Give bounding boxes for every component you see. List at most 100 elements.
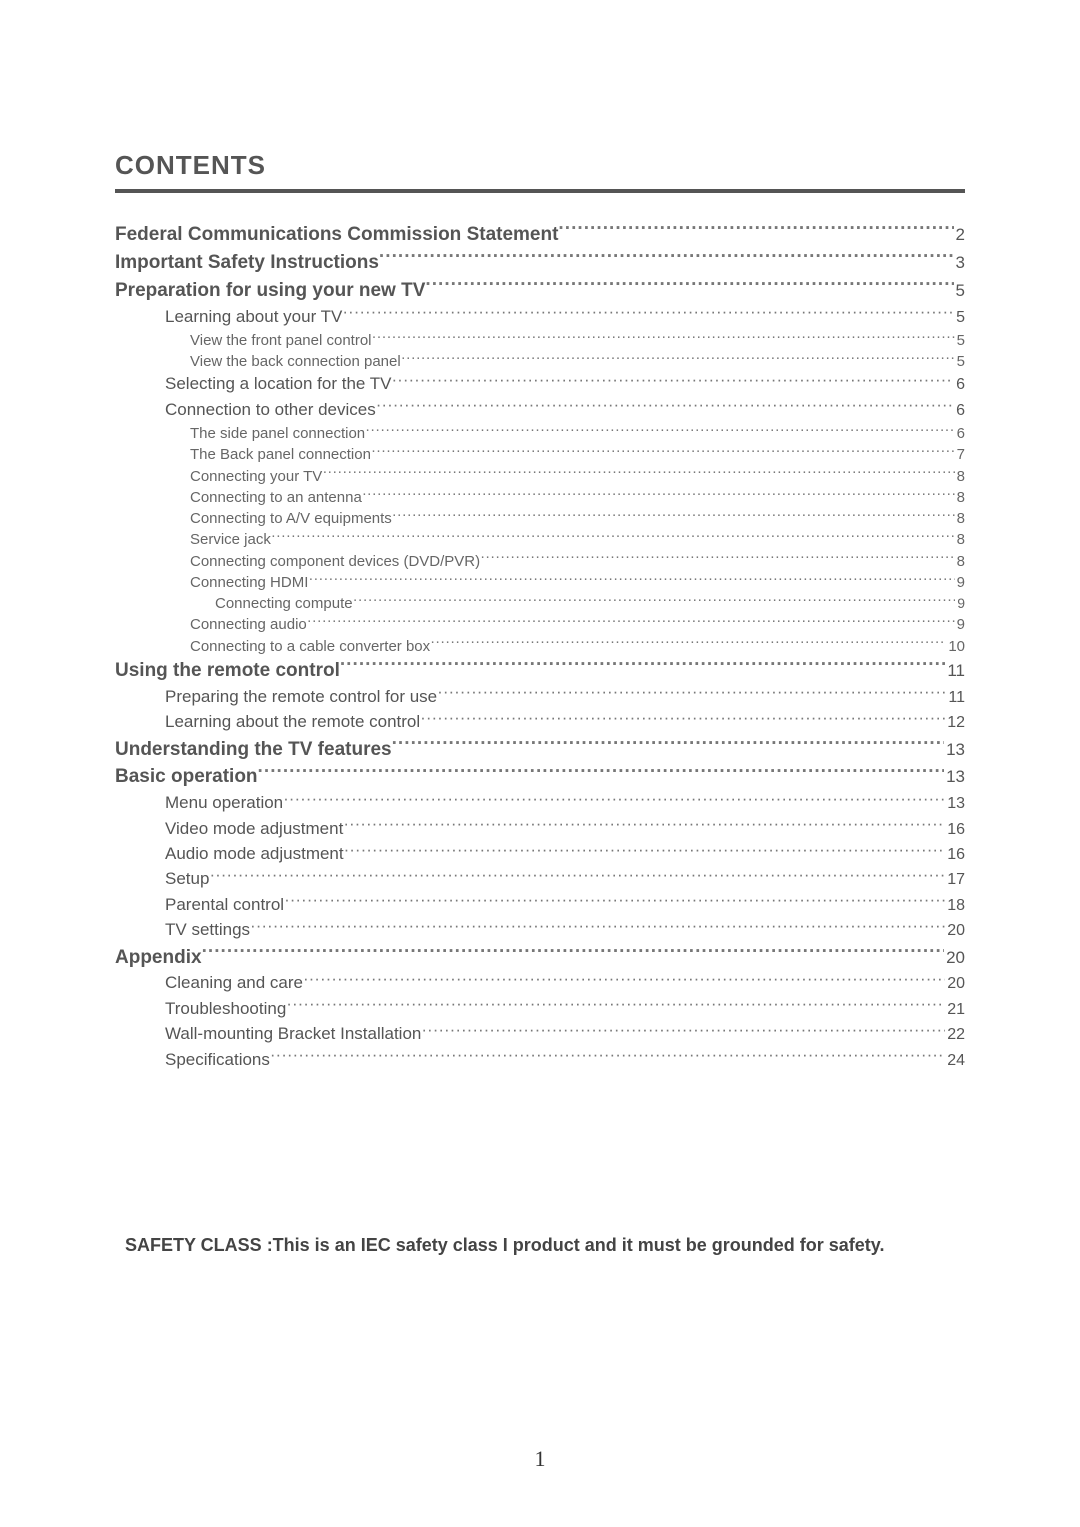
toc-text: Parental control bbox=[165, 895, 284, 915]
toc-text: View the back connection panel bbox=[190, 353, 401, 370]
toc-entry: Connecting component devices (DVD/PVR) 8 bbox=[190, 551, 965, 570]
toc-page: 8 bbox=[955, 531, 965, 548]
toc-leader-dots bbox=[420, 710, 945, 727]
toc-text: Connecting to an antenna bbox=[190, 489, 362, 506]
toc-leader-dots bbox=[258, 763, 945, 782]
toc-entry: Audio mode adjustment 16 bbox=[165, 842, 965, 864]
toc-page: 11 bbox=[945, 661, 965, 681]
toc-entry: Connecting HDMI9 bbox=[190, 572, 965, 591]
toc-text: Connecting to a cable converter box bbox=[190, 638, 430, 655]
toc-page: 5 bbox=[955, 332, 965, 349]
contents-title: CONTENTS bbox=[115, 150, 965, 181]
toc-leader-dots bbox=[401, 351, 955, 366]
toc-leader-dots bbox=[342, 305, 954, 322]
toc-text: Connecting to A/V equipments bbox=[190, 510, 392, 527]
toc-page: 9 bbox=[955, 595, 965, 611]
toc-page: 16 bbox=[945, 846, 965, 864]
toc-leader-dots bbox=[209, 867, 945, 884]
toc-page: 9 bbox=[955, 574, 965, 591]
toc-text: Setup bbox=[165, 869, 209, 889]
toc-page: 20 bbox=[944, 948, 965, 968]
toc-text: Menu operation bbox=[165, 793, 283, 813]
toc-page: 18 bbox=[945, 897, 965, 915]
toc-text: Federal Communications Commission Statem… bbox=[115, 224, 558, 246]
toc-container: Federal Communications Commission Statem… bbox=[115, 221, 965, 1070]
toc-entry: Specifications24 bbox=[165, 1048, 965, 1070]
toc-leader-dots bbox=[372, 330, 955, 345]
toc-leader-dots bbox=[437, 685, 946, 702]
toc-text: Audio mode adjustment bbox=[165, 844, 344, 864]
toc-entry: Connecting to A/V equipments 8 bbox=[190, 508, 965, 527]
toc-page: 21 bbox=[945, 1001, 965, 1019]
toc-entry: Preparing the remote control for use11 bbox=[165, 685, 965, 707]
toc-entry: The side panel connection 6 bbox=[190, 423, 965, 442]
toc-leader-dots bbox=[308, 572, 954, 587]
toc-text: The side panel connection bbox=[190, 425, 365, 442]
toc-leader-dots bbox=[362, 487, 955, 502]
toc-leader-dots bbox=[379, 249, 954, 268]
toc-page: 22 bbox=[945, 1026, 965, 1044]
toc-text: Connection to other devices bbox=[165, 400, 376, 420]
toc-page: 12 bbox=[945, 714, 965, 732]
toc-page: 5 bbox=[954, 281, 965, 301]
toc-text: Learning about your TV bbox=[165, 307, 342, 327]
toc-page: 13 bbox=[944, 740, 965, 760]
safety-note: SAFETY CLASS :This is an IEC safety clas… bbox=[125, 1235, 965, 1256]
toc-page: 6 bbox=[955, 425, 965, 442]
toc-entry: Learning about your TV 5 bbox=[165, 305, 965, 327]
toc-text: Troubleshooting bbox=[165, 999, 286, 1019]
toc-entry: Federal Communications Commission Statem… bbox=[115, 221, 965, 246]
toc-page: 16 bbox=[945, 821, 965, 839]
toc-text: The Back panel connection bbox=[190, 446, 371, 463]
title-underline bbox=[115, 189, 965, 193]
toc-leader-dots bbox=[344, 842, 946, 859]
toc-page: 8 bbox=[955, 553, 965, 570]
toc-text: Selecting a location for the TV bbox=[165, 374, 392, 394]
toc-text: TV settings bbox=[165, 920, 250, 940]
toc-page: 13 bbox=[944, 767, 965, 787]
toc-leader-dots bbox=[202, 944, 945, 963]
toc-text: Specifications bbox=[165, 1050, 270, 1070]
toc-entry: Cleaning and care20 bbox=[165, 971, 965, 993]
toc-text: Learning about the remote control bbox=[165, 712, 420, 732]
toc-leader-dots bbox=[322, 466, 954, 481]
toc-entry: Learning about the remote control 12 bbox=[165, 710, 965, 732]
toc-entry: Connecting audio 9 bbox=[190, 614, 965, 633]
toc-leader-dots bbox=[392, 508, 955, 523]
toc-leader-dots bbox=[430, 636, 946, 651]
toc-text: Understanding the TV features bbox=[115, 739, 392, 761]
toc-entry: TV settings 20 bbox=[165, 918, 965, 940]
toc-page: 6 bbox=[954, 376, 965, 394]
toc-entry: Basic operation13 bbox=[115, 763, 965, 788]
toc-entry: Using the remote control 11 bbox=[115, 657, 965, 682]
toc-entry: Connecting compute9 bbox=[215, 593, 965, 612]
toc-leader-dots bbox=[480, 551, 955, 566]
toc-text: Connecting component devices (DVD/PVR) bbox=[190, 553, 480, 570]
toc-entry: Video mode adjustment16 bbox=[165, 817, 965, 839]
toc-entry: Appendix20 bbox=[115, 944, 965, 969]
toc-page: 5 bbox=[954, 309, 965, 327]
toc-text: Using the remote control bbox=[115, 660, 340, 682]
toc-page: 20 bbox=[945, 922, 965, 940]
toc-page: 7 bbox=[955, 446, 965, 463]
toc-leader-dots bbox=[421, 1022, 945, 1039]
toc-page: 8 bbox=[955, 468, 965, 485]
toc-leader-dots bbox=[425, 277, 953, 296]
toc-text: Service jack bbox=[190, 531, 271, 548]
toc-entry: Connecting your TV8 bbox=[190, 466, 965, 485]
toc-entry: Setup17 bbox=[165, 867, 965, 889]
toc-page: 2 bbox=[954, 225, 965, 245]
toc-text: Connecting audio bbox=[190, 616, 307, 633]
toc-entry: Troubleshooting 21 bbox=[165, 997, 965, 1019]
toc-entry: Menu operation13 bbox=[165, 791, 965, 813]
toc-page: 9 bbox=[955, 616, 965, 633]
toc-leader-dots bbox=[371, 444, 955, 459]
toc-entry: The Back panel connection 7 bbox=[190, 444, 965, 463]
toc-leader-dots bbox=[307, 614, 955, 629]
toc-entry: View the front panel control5 bbox=[190, 330, 965, 349]
toc-page: 8 bbox=[955, 489, 965, 506]
toc-entry: Preparation for using your new TV5 bbox=[115, 277, 965, 302]
toc-page: 8 bbox=[955, 510, 965, 527]
toc-page: 20 bbox=[945, 975, 965, 993]
toc-leader-dots bbox=[343, 817, 945, 834]
